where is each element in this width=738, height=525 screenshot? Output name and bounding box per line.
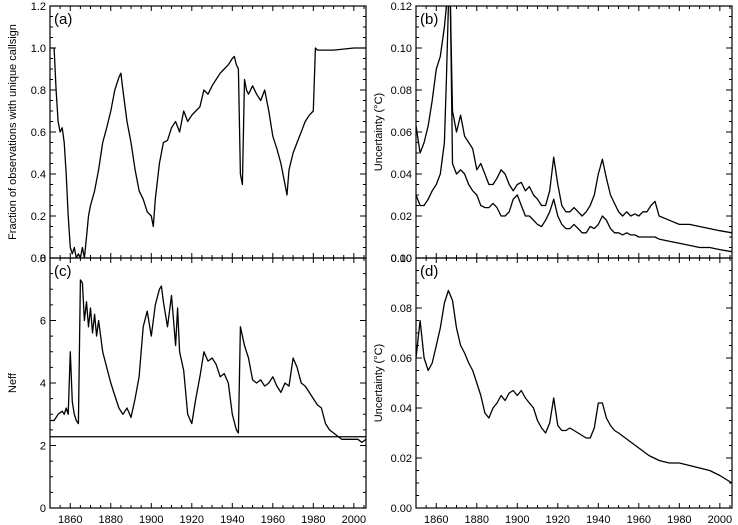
y-tick-label: 0.08	[391, 85, 412, 97]
y-tick-label: 0.6	[31, 127, 46, 139]
y-tick-label: 0.04	[391, 169, 412, 181]
series-line-b-2	[416, 6, 732, 253]
y-axis-label: Uncertainty (°C)	[373, 344, 385, 422]
y-axis-label: Fraction of observations with unique cal…	[7, 24, 19, 240]
y-tick-label: 0.02	[391, 211, 412, 223]
x-tick-label: 1860	[58, 514, 82, 525]
y-tick-label: 4	[40, 378, 46, 390]
y-tick-label: 8	[40, 253, 46, 265]
x-tick-label: 1920	[546, 514, 570, 525]
y-tick-label: 0.06	[391, 353, 412, 365]
panel-c: 1860 1880 1900 1920 1940 1960 1980 2000 0 2 4 6 8 Nef…	[7, 253, 367, 525]
y-tick-label: 6	[40, 316, 46, 328]
panel-b: 0.00 0.02 0.04 0.06 0.08 0.10 0.12 Uncertainty …	[373, 1, 733, 265]
x-tick-label: 1880	[99, 514, 123, 525]
x-tick-label: 1980	[667, 514, 691, 525]
x-tick-label: 1880	[465, 514, 489, 525]
series-line-a-1	[50, 47, 366, 258]
plot-frame-a	[49, 5, 367, 259]
y-tick-label: 0.4	[31, 169, 46, 181]
y-tick-label: 2	[40, 441, 46, 453]
y-tick-label: 0.06	[391, 127, 412, 139]
panel-a: 0.0 0.2 0.4 0.6 0.8 1.0 1.2 Fraction of observa…	[7, 1, 367, 265]
y-tick-label: 0.00	[391, 503, 412, 515]
x-tick-label: 1900	[505, 514, 529, 525]
y-axis-label: Uncertainty (°C)	[373, 93, 385, 171]
y-tick-label: 0.12	[391, 1, 412, 13]
y-tick-label: 0.08	[391, 303, 412, 315]
panel-label: (c)	[54, 263, 72, 280]
panel-label: (b)	[420, 11, 438, 28]
plot-frame-c	[49, 257, 367, 509]
panel-d: 1860 1880 1900 1920 1940 1960 1980 2000 0.00 0.02…	[373, 253, 733, 525]
y-tick-label: 0.0	[31, 253, 46, 265]
plot-frame-d	[415, 257, 733, 509]
x-tick-label: 1860	[424, 514, 448, 525]
y-tick-label: 0.04	[391, 403, 412, 415]
x-tick-label: 1960	[627, 514, 651, 525]
y-tick-label: 0.00	[391, 253, 412, 265]
panel-label: (a)	[54, 11, 72, 28]
x-tick-label: 2000	[342, 514, 366, 525]
y-tick-label: 0.10	[391, 43, 412, 55]
y-tick-label: 0	[40, 503, 46, 515]
series-line-d-1	[416, 289, 732, 484]
series-line-b-1	[416, 6, 732, 234]
x-tick-label: 1960	[261, 514, 285, 525]
x-tick-label: 1940	[586, 514, 610, 525]
panel-label: (d)	[420, 263, 438, 280]
y-axis-label: Neff	[7, 372, 19, 393]
x-tick-label: 1940	[220, 514, 244, 525]
y-tick-label: 0.02	[391, 453, 412, 465]
y-tick-label: 0.8	[31, 85, 46, 97]
series-line-c-1	[50, 279, 366, 444]
y-tick-label: 0.2	[31, 211, 46, 223]
y-tick-label: 0.10	[391, 253, 412, 265]
y-tick-label: 1.0	[31, 43, 46, 55]
x-tick-label: 1920	[180, 514, 204, 525]
x-tick-label: 1900	[139, 514, 163, 525]
y-tick-label: 1.2	[31, 1, 46, 13]
x-tick-label: 1980	[301, 514, 325, 525]
x-tick-label: 2000	[708, 514, 732, 525]
